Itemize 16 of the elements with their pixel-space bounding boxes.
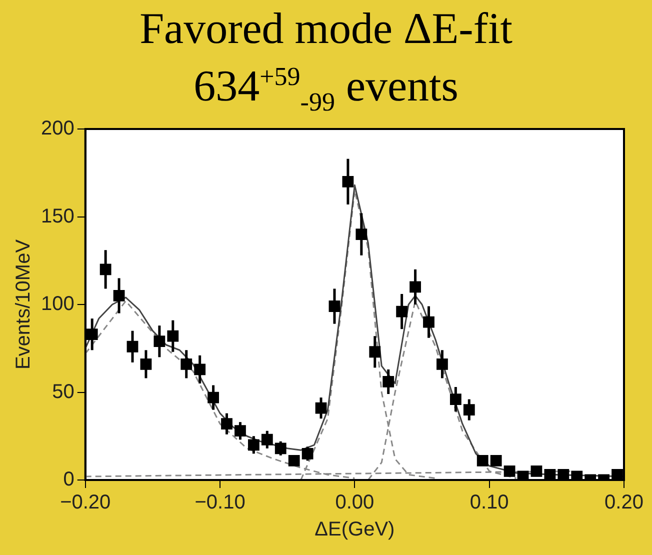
point [571, 470, 583, 480]
y-tick-label: 50 [52, 380, 74, 403]
x-tick-label: 0.00 [335, 492, 374, 514]
chart-title: Favored mode ΔE-fit [138, 4, 514, 53]
x-axis-title: ΔE(GeV) [314, 518, 395, 541]
x-tick-label: −0.20 [60, 492, 111, 514]
chart-subtitle: 634$^{+59}$$_{-99}$ events [192, 60, 460, 116]
y-tick-label: 100 [40, 293, 74, 316]
x-tick-label: 0.10 [470, 492, 509, 514]
y-tick-label: 0 [63, 468, 74, 491]
y-axis-title: Events/10MeV [12, 238, 35, 370]
point [517, 470, 529, 480]
x-tick-label: 0.20 [604, 492, 644, 514]
y-tick-label: 200 [40, 118, 74, 140]
y-tick-label: 150 [40, 205, 74, 228]
x-tick-label: −0.10 [194, 492, 246, 514]
